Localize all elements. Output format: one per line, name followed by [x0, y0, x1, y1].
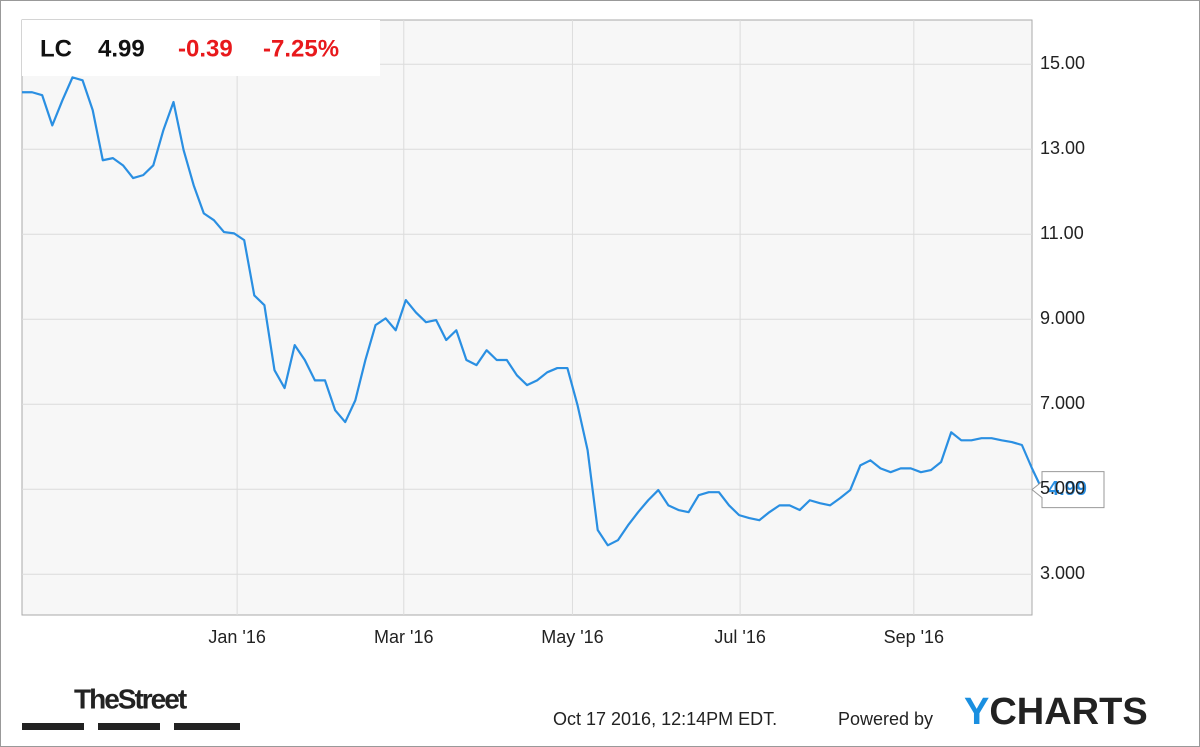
y-tick-label: 15.00 [1040, 53, 1085, 73]
plot-area [21, 19, 1033, 616]
thestreet-logo: TheStreet [74, 683, 187, 714]
y-tick-label: 7.000 [1040, 393, 1085, 413]
timestamp: Oct 17 2016, 12:14PM EDT. [553, 709, 777, 729]
series [22, 76, 1044, 547]
price-line [22, 76, 1044, 547]
x-tick-label: Mar '16 [374, 627, 433, 647]
x-tick-label: Jan '16 [208, 627, 265, 647]
logo-rest: CHARTS [989, 691, 1147, 733]
grid [22, 20, 1032, 615]
y-tick-label: 9.000 [1040, 308, 1085, 328]
logo-bar [98, 723, 160, 730]
powered-by: Powered by [838, 709, 933, 729]
y-tick-label: 5.000 [1040, 478, 1085, 498]
logo-bar [174, 723, 240, 730]
x-tick-label: Jul '16 [714, 627, 765, 647]
y-tick-label: 3.000 [1040, 563, 1085, 583]
change: -0.39 [178, 35, 233, 62]
logo-y: Y [964, 691, 989, 733]
y-tick-label: 11.00 [1040, 223, 1084, 243]
x-tick-label: May '16 [541, 627, 603, 647]
last-price-tag: 4.99 [1031, 471, 1105, 509]
ticker: LC [40, 35, 72, 62]
x-tick-label: Sep '16 [884, 627, 945, 647]
y-tick-label: 13.00 [1040, 138, 1085, 158]
tag-text: 4.99 [1048, 478, 1087, 500]
price: 4.99 [98, 35, 145, 62]
header-box [22, 20, 380, 76]
logo-bar [22, 723, 84, 730]
change-percent: -7.25% [263, 35, 339, 62]
ycharts-logo: YCHARTS [964, 691, 1148, 733]
tag-box [1031, 471, 1105, 509]
